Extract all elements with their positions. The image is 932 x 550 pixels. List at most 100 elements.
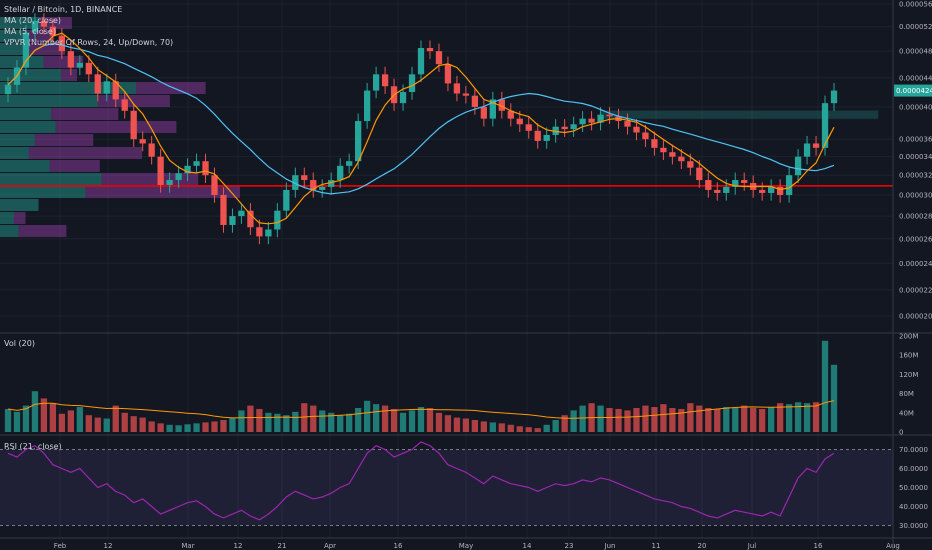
volume-bar bbox=[624, 410, 631, 432]
candle-body bbox=[705, 180, 712, 190]
candle-body bbox=[444, 64, 452, 84]
time-tick-label: 14 bbox=[523, 542, 532, 550]
candle-body bbox=[480, 106, 487, 119]
candle-body bbox=[426, 47, 434, 52]
candle-body bbox=[714, 189, 721, 193]
price-tick-label: 0.00002020 bbox=[899, 313, 932, 321]
candle-body bbox=[363, 90, 371, 122]
volume-bar bbox=[444, 415, 452, 432]
candle-body bbox=[507, 110, 514, 119]
candle-body bbox=[776, 186, 784, 195]
candle-body bbox=[381, 74, 389, 87]
candle-body bbox=[669, 152, 676, 157]
time-tick-label: 11 bbox=[652, 542, 661, 550]
volume-bar bbox=[399, 412, 407, 432]
price-legend: Stellar / Bitcoin, 1D, BINANCE MA (20, c… bbox=[4, 4, 173, 48]
candle-body bbox=[31, 20, 39, 33]
volume-bar bbox=[408, 410, 416, 432]
vpvr-row-down bbox=[25, 30, 54, 42]
candle-body bbox=[103, 81, 110, 94]
vpvr-row-up bbox=[0, 212, 14, 224]
time-tick-label: 12 bbox=[234, 542, 243, 550]
volume-bar bbox=[435, 412, 443, 432]
volume-bar bbox=[570, 410, 577, 432]
rsi-legend-label[interactable]: RSI (21, close) bbox=[4, 442, 62, 451]
vertical-gridlines bbox=[0, 0, 894, 538]
volume-bar bbox=[785, 404, 793, 432]
volume-bar bbox=[148, 421, 155, 432]
volume-bar bbox=[112, 405, 119, 432]
volume-bar bbox=[534, 428, 541, 432]
candle-body bbox=[570, 124, 577, 130]
price-tick-label: 0.00005600 bbox=[899, 1, 932, 9]
volume-bar bbox=[453, 417, 461, 432]
time-tick-label: 21 bbox=[278, 542, 287, 550]
symbol-title[interactable]: Stellar / Bitcoin, 1D, BINANCE bbox=[4, 5, 123, 14]
volume-bar bbox=[229, 417, 236, 432]
volume-bar bbox=[76, 407, 83, 432]
candle-body bbox=[794, 156, 802, 176]
ma20-line bbox=[7, 43, 835, 195]
volume-bar bbox=[85, 415, 92, 432]
candle-body bbox=[768, 186, 775, 193]
volume-bar bbox=[732, 408, 739, 432]
volume-bar bbox=[67, 410, 74, 432]
candle-body bbox=[678, 156, 685, 162]
volume-bar bbox=[498, 423, 505, 432]
time-tick-label: Feb bbox=[54, 542, 67, 550]
volume-bar bbox=[346, 413, 353, 432]
rsi-tick-label: 30.0000 bbox=[899, 522, 928, 530]
candle-body bbox=[274, 210, 281, 230]
volume-bar bbox=[543, 424, 550, 432]
price-tick-label: 0.00003000 bbox=[899, 191, 932, 199]
ma5-legend[interactable]: MA (5, close) bbox=[4, 27, 56, 36]
volume-bar bbox=[121, 412, 128, 432]
vpvr-row-up bbox=[0, 17, 40, 29]
resistance-zone bbox=[599, 110, 879, 120]
vpvr-row-up bbox=[0, 69, 61, 81]
vpvr-row-down bbox=[18, 225, 67, 237]
candle-body bbox=[256, 227, 263, 237]
volume-tick-label: 40M bbox=[899, 409, 914, 417]
volume-bar bbox=[31, 391, 39, 432]
candle-body bbox=[435, 51, 443, 65]
candle-body bbox=[292, 175, 299, 190]
candle-body bbox=[821, 103, 829, 148]
ma20-legend[interactable]: MA (20, close) bbox=[4, 16, 62, 25]
volume-bar bbox=[103, 418, 110, 432]
vpvr-row-down bbox=[85, 186, 240, 198]
volume-bar bbox=[642, 405, 649, 432]
axes: Feb12Mar1221Apr16May1423Jun1120Jul16Aug0… bbox=[54, 1, 932, 550]
candle-body bbox=[597, 114, 604, 123]
volume-bar bbox=[292, 411, 299, 432]
vpvr-legend[interactable]: VPVR (Number Of Rows, 24, Up/Down, 70) bbox=[4, 38, 174, 47]
candle-body bbox=[337, 165, 344, 181]
volume-ma-line bbox=[7, 400, 835, 419]
candle-body bbox=[22, 32, 30, 68]
candle-body bbox=[525, 124, 532, 131]
volume-bar bbox=[552, 420, 559, 432]
volume-bar bbox=[507, 424, 514, 432]
candle-body bbox=[85, 62, 92, 75]
candle-body bbox=[660, 147, 667, 153]
volume-bar bbox=[390, 408, 398, 432]
ma5-line bbox=[7, 32, 835, 225]
candle-body bbox=[579, 118, 586, 125]
candle-body bbox=[723, 186, 730, 193]
volume-legend-label[interactable]: Vol (20) bbox=[4, 339, 35, 348]
candle-body bbox=[328, 180, 335, 187]
volume-bar bbox=[669, 408, 676, 432]
candle-body bbox=[408, 74, 416, 93]
volume-bar bbox=[355, 408, 362, 432]
volume-bar bbox=[301, 403, 308, 432]
volume-bar bbox=[516, 426, 523, 432]
candle-body bbox=[238, 210, 245, 217]
candle-body bbox=[642, 132, 649, 140]
vpvr-row-down bbox=[28, 147, 143, 159]
candle-body bbox=[471, 95, 479, 107]
candle-body bbox=[732, 180, 739, 187]
volume-bar bbox=[184, 424, 191, 432]
volume-bar bbox=[687, 403, 694, 432]
price-tick-label: 0.00002200 bbox=[899, 286, 932, 294]
candle-body bbox=[193, 161, 200, 166]
